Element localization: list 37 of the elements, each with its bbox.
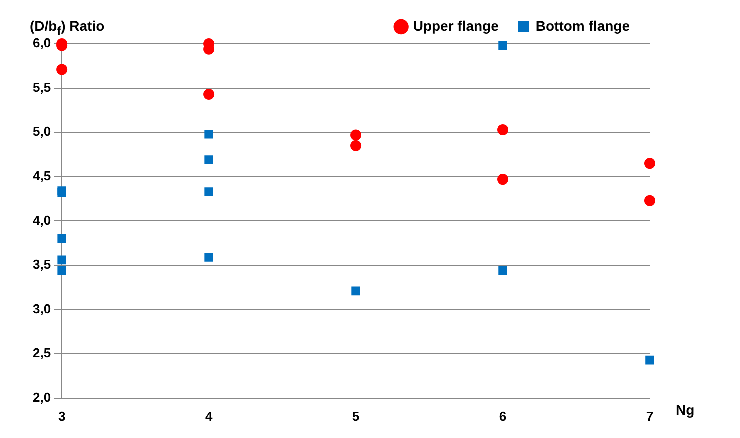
x-axis-title: Ng [676,402,695,418]
point [204,253,214,262]
legend-label: Upper flange [413,18,500,34]
point [498,124,509,136]
point [498,41,508,50]
point [58,256,66,265]
x-tick-label: 7 [646,408,654,424]
point [350,140,362,152]
y-tick-label: 5,0 [32,124,52,140]
point [644,158,656,170]
point [204,130,214,139]
x-tick-label: 3 [58,408,66,424]
point [350,130,362,141]
y-tick-label: 5,5 [32,80,52,95]
y-tick-label: 6,0 [32,36,52,51]
x-tick-label: 6 [499,408,507,424]
point [204,188,214,196]
point [204,156,214,164]
point [58,234,66,244]
y-tick-label: 2,0 [32,390,52,405]
y-tick-label: 3,5 [32,257,52,272]
y-tick-label: 2,5 [32,346,52,361]
point [352,286,360,296]
legend-label: Bottom flange [536,18,630,34]
point [58,266,66,276]
point [644,195,656,206]
y-tick-label: 3,0 [32,301,52,316]
y-tick-label: 4,5 [32,168,52,184]
point [56,64,68,76]
y-axis-title: (D/b$_{f}$) Ratio [30,18,105,38]
x-tick-label: 5 [352,408,360,424]
point [498,174,509,186]
point [204,89,215,100]
x-tick-label: 4 [205,408,214,424]
y-tick-label: 4,0 [32,212,52,228]
point [498,266,508,276]
point [646,356,654,365]
